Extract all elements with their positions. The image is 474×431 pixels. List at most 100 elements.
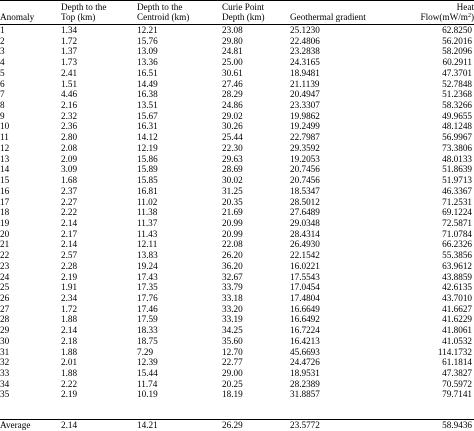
header-depth-centroid: Depth to the Centroid (km) [137,2,189,22]
cell-heat-flow: 43.7010 [442,292,472,303]
cell-curie-depth: 34.25 [222,325,243,336]
table-row: 31 1.88 7.29 12.70 45.6693 114.1732 [0,347,474,358]
cell-heat-flow: 70.5972 [442,378,472,389]
header-depth-top-line1: Depth to the [61,2,107,12]
header-depth-centroid-line2: Centroid (km) [137,12,190,22]
cell-anomaly-id: 34 [0,378,10,389]
cell-geothermal-gradient: 18.9481 [290,67,320,78]
cell-heat-flow: 71.0784 [442,228,472,239]
average-row: Average 2.14 14.21 26.29 23.5772 58.9436 [0,419,474,431]
cell-geothermal-gradient: 45.6693 [290,346,320,357]
cell-anomaly-id: 30 [0,335,10,346]
table-row: 17 2.27 11.02 20.35 28.5012 71.2531 [0,197,474,208]
cell-depth-centroid: 11.37 [137,217,158,228]
cell-curie-depth: 23.08 [222,25,243,35]
cell-depth-top: 2.08 [61,142,78,153]
cell-anomaly-id: 27 [0,303,10,314]
cell-anomaly-id: 6 [0,78,5,89]
cell-geothermal-gradient: 20.4947 [290,89,320,100]
header-anomaly: Anomaly [0,12,35,22]
table-row: 7 4.46 16.38 28.29 20.4947 51.2368 [0,89,474,100]
cell-depth-centroid: 13.36 [137,57,158,68]
table-row: 35 2.19 10.19 18.19 31.8857 79.7141 [0,389,474,400]
cell-depth-centroid: 7.29 [137,346,154,357]
cell-depth-centroid: 18.33 [137,325,158,336]
cell-depth-top: 2.14 [61,217,78,228]
table-row: 26 2.34 17.76 33.18 17.4804 43.7010 [0,293,474,304]
cell-anomaly-id: 20 [0,228,10,239]
cell-curie-depth: 22.08 [222,239,243,250]
cell-curie-depth: 28.69 [222,164,243,175]
header-curie-line1: Curie Point [222,2,265,12]
table-row: 22 2.57 13.83 26.20 22.1542 55.3856 [0,250,474,261]
cell-heat-flow: 51.2368 [442,89,472,100]
cell-depth-top: 1.88 [61,346,78,357]
cell-geothermal-gradient: 18.5347 [290,185,320,196]
cell-curie-depth: 20.35 [222,196,243,207]
cell-heat-flow: 72.5871 [442,217,472,228]
cell-geothermal-gradient: 16.6492 [290,314,320,325]
cell-depth-centroid: 12.19 [137,142,158,153]
header-depth-top: Depth to the Top (km) [61,2,106,22]
cell-depth-centroid: 14.49 [137,78,158,89]
table-row: 20 2.17 11.43 20.99 28.4314 71.0784 [0,229,474,240]
cell-heat-flow: 114.1732 [437,346,472,357]
cell-curie-depth: 26.20 [222,250,243,261]
cell-depth-top: 1.68 [61,175,78,186]
cell-depth-top: 4.46 [61,89,78,100]
cell-heat-flow: 73.3806 [442,142,472,153]
cell-geothermal-gradient: 27.6489 [290,207,320,218]
cell-heat-flow: 60.2911 [442,57,472,68]
cell-curie-depth: 33.18 [222,292,243,303]
cell-depth-centroid: 17.46 [137,303,158,314]
cell-depth-centroid: 13.51 [137,100,158,111]
cell-heat-flow: 58.3266 [442,100,472,111]
cell-depth-centroid: 13.09 [137,46,158,57]
average-heat-flow: 58.9436 [442,420,472,430]
cell-depth-top: 2.14 [61,239,78,250]
table-row: 25 1.91 17.35 33.79 17.0454 42.6135 [0,282,474,293]
cell-depth-centroid: 17.76 [137,292,158,303]
cell-depth-centroid: 15.44 [137,368,158,378]
cell-anomaly-id: 16 [0,185,10,196]
cell-depth-top: 2.80 [61,132,78,143]
cell-anomaly-id: 32 [0,357,10,368]
cell-heat-flow: 66.2326 [442,239,472,250]
cell-depth-top: 1.51 [61,78,78,89]
cell-anomaly-id: 7 [0,89,5,100]
header-heat-line2: Flow(mW/m2) [420,12,474,22]
cell-geothermal-gradient: 19.2499 [290,121,320,132]
cell-heat-flow: 48.1248 [442,121,472,132]
cell-curie-depth: 32.67 [222,271,243,282]
cell-heat-flow: 79.7141 [442,389,472,400]
cell-depth-top: 2.27 [61,196,78,207]
cell-geothermal-gradient: 23.2838 [290,46,320,57]
cell-anomaly-id: 35 [0,389,10,400]
table-row: 16 2.37 16.81 31.25 18.5347 46.3367 [0,186,474,197]
cell-depth-top: 1.37 [61,46,78,57]
cell-depth-top: 1.72 [61,35,78,46]
cell-curie-depth: 12.70 [222,346,243,357]
header-heat-unit-sup: 2 [467,13,471,19]
cell-depth-top: 2.32 [61,110,78,121]
cell-geothermal-gradient: 24.4726 [290,357,320,368]
cell-depth-top: 2.01 [61,357,78,368]
cell-geothermal-gradient: 31.8857 [290,389,320,400]
cell-depth-top: 2.09 [61,153,78,164]
cell-anomaly-id: 24 [0,271,10,282]
cell-curie-depth: 20.25 [222,378,243,389]
table-row: 21 2.14 12.11 22.08 26.4930 66.2326 [0,239,474,250]
cell-geothermal-gradient: 26.4930 [290,239,320,250]
table-row: 12 2.08 12.19 22.30 29.3592 73.3806 [0,143,474,154]
cell-anomaly-id: 29 [0,325,10,336]
cell-geothermal-gradient: 29.3592 [290,142,320,153]
cell-depth-top: 2.19 [61,389,78,400]
cell-curie-depth: 29.02 [222,110,243,121]
average-depth-top: 2.14 [61,420,78,430]
table-row: 15 1.68 15.85 30.02 20.7456 51.9713 [0,175,474,186]
cell-curie-depth: 30.26 [222,121,243,132]
cell-geothermal-gradient: 17.4804 [290,292,320,303]
average-geothermal-gradient: 23.5772 [290,420,320,430]
cell-curie-depth: 33.79 [222,282,243,293]
table-row: 11 2.80 14.12 25.44 22.7987 56.9967 [0,132,474,143]
